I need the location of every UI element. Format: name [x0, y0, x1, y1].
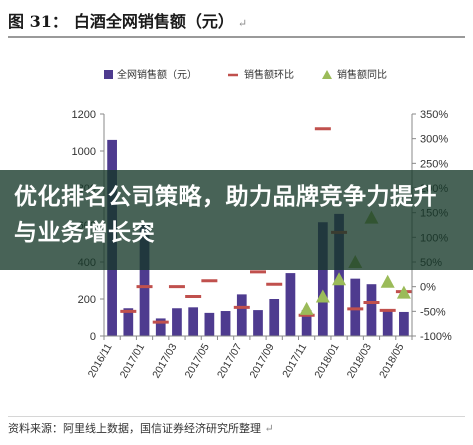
- source-note: 资料来源：阿里线上数据，国信证券经济研究所整理 ↵: [8, 416, 465, 441]
- bar: [253, 310, 263, 336]
- x-tick-label: 2017/03: [150, 341, 179, 380]
- y-right-tick-label: 0%: [420, 282, 436, 294]
- y-right-tick-label: 350%: [420, 109, 448, 121]
- bar: [269, 299, 280, 336]
- bar: [172, 308, 182, 336]
- x-tick-label: 2016/11: [86, 341, 115, 379]
- edit-mark-icon: ↵: [237, 17, 248, 30]
- x-tick-label: 2017/11: [280, 341, 309, 379]
- bar: [382, 310, 393, 336]
- bar: [350, 278, 361, 336]
- figure-title: 图 31： 白酒全网销售额（元） ↵: [8, 8, 465, 38]
- yoy-marker: [315, 289, 330, 303]
- bar: [204, 312, 215, 336]
- y-left-tick-label: 1000: [72, 146, 96, 158]
- y-right-tick-label: -50%: [420, 306, 446, 318]
- bar: [188, 307, 199, 336]
- y-left-tick-label: 0: [90, 331, 96, 343]
- source-note-text: 资料来源：阿里线上数据，国信证券经济研究所整理: [8, 422, 261, 435]
- x-tick-label: 2018/05: [377, 341, 406, 380]
- bar: [366, 284, 377, 336]
- bar: [301, 310, 312, 336]
- bar: [123, 308, 134, 336]
- bar: [399, 311, 409, 336]
- yoy-marker: [299, 301, 314, 315]
- y-right-tick-label: 300%: [420, 134, 448, 146]
- bar: [236, 294, 247, 336]
- yoy-marker: [332, 272, 347, 286]
- x-axis-labels: 2016/11 2017/01 2017/03 2017/05 2017/07 2017/…: [86, 341, 407, 380]
- y-left-tick-label: 1200: [72, 109, 96, 121]
- x-tick-label: 2017/09: [247, 341, 276, 380]
- mom-series: [120, 127, 412, 324]
- x-tick-label: 2017/07: [215, 341, 244, 380]
- bar: [220, 311, 231, 336]
- bar: [155, 318, 166, 336]
- legend-bar-swatch: [104, 70, 113, 79]
- promo-banner-text: 优化排名公司策略，助力品牌竞争力提升与业务增长突: [14, 184, 437, 246]
- legend-label: 销售额环比: [244, 68, 294, 81]
- promo-banner: [0, 170, 473, 270]
- x-tick-label: 2018/01: [312, 341, 341, 380]
- x-tick-label: 2017/05: [183, 341, 212, 380]
- edit-mark-icon: ↵: [264, 422, 274, 435]
- legend-label: 销售额同比: [337, 68, 387, 81]
- figure-number: 图 31：: [8, 12, 68, 31]
- legend-triangle-swatch: [322, 70, 332, 79]
- figure-title-text: 白酒全网销售额（元）: [73, 12, 234, 31]
- bar: [139, 225, 150, 336]
- x-tick-label: 2017/01: [118, 341, 147, 380]
- x-tick-label: 2018/03: [345, 341, 374, 380]
- yoy-marker: [396, 285, 411, 299]
- y-right-tick-label: 250%: [420, 158, 448, 170]
- bar: [317, 222, 328, 336]
- legend-label: 全网销售额（元）: [117, 68, 197, 81]
- bar: [285, 273, 296, 336]
- legend: 全网销售额（元） 销售额环比 销售额同比: [104, 68, 387, 81]
- y-right-tick-label: -100%: [420, 331, 452, 343]
- yoy-marker: [380, 274, 395, 288]
- y-left-tick-label: 200: [78, 294, 96, 306]
